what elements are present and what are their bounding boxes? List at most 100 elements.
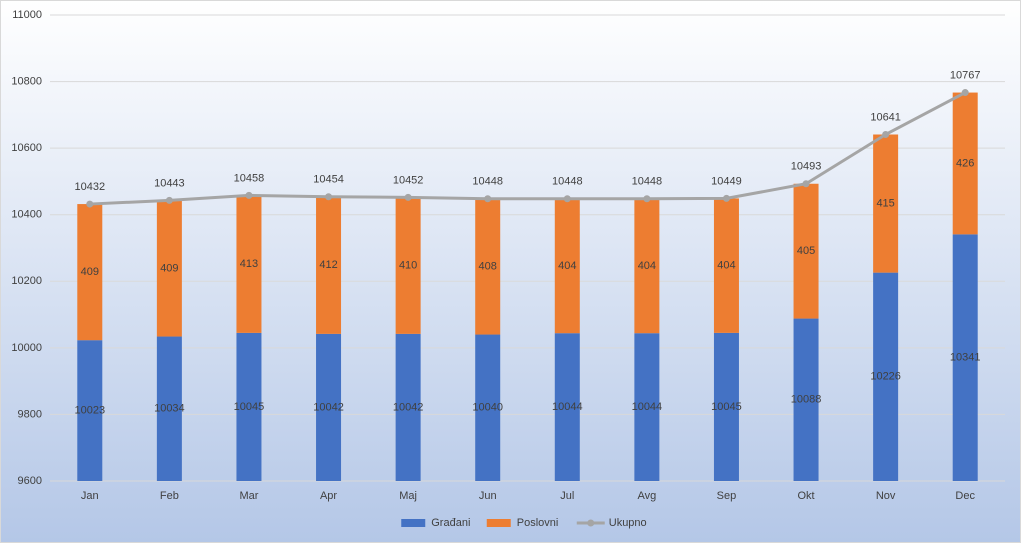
x-tick-label: Avg bbox=[637, 490, 656, 502]
data-label: 426 bbox=[956, 157, 974, 169]
line-marker bbox=[643, 195, 651, 203]
bar-segment bbox=[316, 196, 342, 334]
data-label: 409 bbox=[160, 262, 178, 274]
line-marker bbox=[165, 196, 173, 204]
data-label: 10448 bbox=[632, 176, 663, 188]
data-label: 10641 bbox=[870, 111, 901, 123]
bar-segment bbox=[395, 197, 421, 334]
bar-segment bbox=[713, 198, 739, 333]
data-label: 10226 bbox=[870, 371, 901, 383]
line-marker bbox=[86, 200, 94, 208]
data-label: 408 bbox=[479, 261, 497, 273]
legend-label: Građani bbox=[431, 517, 470, 529]
bar-segment bbox=[156, 336, 182, 481]
line-marker bbox=[882, 130, 890, 138]
y-tick-label: 9800 bbox=[18, 408, 42, 420]
data-label: 10449 bbox=[711, 175, 742, 187]
x-tick-label: Apr bbox=[320, 490, 337, 502]
legend-swatch bbox=[486, 519, 511, 527]
legend-label: Poslovni bbox=[517, 517, 559, 529]
data-label: 10443 bbox=[154, 177, 185, 189]
data-label: 10034 bbox=[154, 403, 185, 415]
x-tick-label: Okt bbox=[797, 490, 814, 502]
bar-segment bbox=[634, 333, 660, 481]
line-marker bbox=[961, 89, 969, 97]
y-tick-label: 9600 bbox=[18, 475, 42, 487]
data-label: 10023 bbox=[74, 405, 105, 417]
data-label: 10458 bbox=[234, 172, 265, 184]
data-label: 10452 bbox=[393, 174, 424, 186]
data-label: 10088 bbox=[791, 394, 822, 406]
data-label: 10432 bbox=[74, 181, 105, 193]
data-label: 10341 bbox=[950, 352, 981, 364]
data-label: 410 bbox=[399, 260, 417, 272]
bar-segment bbox=[793, 318, 819, 481]
data-label: 10045 bbox=[711, 401, 742, 413]
x-tick-label: Jan bbox=[81, 490, 99, 502]
data-label: 404 bbox=[558, 260, 576, 272]
x-tick-label: Feb bbox=[160, 490, 179, 502]
bar-segment bbox=[77, 340, 103, 481]
bar-segment bbox=[873, 134, 899, 273]
bar-segment bbox=[952, 234, 978, 481]
x-tick-label: Jul bbox=[560, 490, 574, 502]
data-label: 412 bbox=[319, 259, 337, 271]
bar-segment bbox=[873, 272, 899, 481]
line-marker bbox=[722, 194, 730, 202]
data-label: 10448 bbox=[552, 176, 583, 188]
line-marker bbox=[325, 193, 333, 201]
line-marker bbox=[484, 195, 492, 203]
bar-segment bbox=[634, 198, 660, 334]
x-tick-label: Maj bbox=[399, 490, 417, 502]
bar-segment bbox=[156, 200, 182, 337]
data-label: 10493 bbox=[791, 161, 822, 173]
bar-segment bbox=[475, 198, 501, 335]
line bbox=[89, 91, 966, 206]
data-label: 409 bbox=[81, 266, 99, 278]
legend-label: Ukupno bbox=[609, 517, 647, 529]
data-label: 413 bbox=[240, 258, 258, 270]
y-tick-label: 11000 bbox=[12, 9, 42, 21]
bar-segment bbox=[554, 333, 580, 481]
data-label: 10040 bbox=[472, 402, 503, 414]
data-label: 10044 bbox=[552, 401, 583, 413]
y-tick-label: 10800 bbox=[11, 75, 42, 87]
bar-segment bbox=[713, 332, 739, 481]
line-marker bbox=[802, 180, 810, 188]
data-label: 10042 bbox=[313, 401, 344, 413]
data-label: 404 bbox=[638, 260, 656, 272]
bar-segment bbox=[236, 195, 262, 333]
bar-segment bbox=[395, 333, 421, 481]
legend-swatch bbox=[587, 519, 595, 527]
data-label: 10045 bbox=[234, 401, 265, 413]
y-tick-label: 10200 bbox=[11, 275, 42, 287]
data-label: 10454 bbox=[313, 174, 344, 186]
x-tick-label: Sep bbox=[717, 490, 737, 502]
bar-segment bbox=[793, 183, 819, 319]
y-tick-label: 10400 bbox=[11, 209, 42, 221]
x-tick-label: Dec bbox=[955, 490, 975, 502]
line-marker bbox=[404, 193, 412, 201]
data-label: 10448 bbox=[472, 176, 503, 188]
x-tick-label: Nov bbox=[876, 490, 896, 502]
x-tick-label: Jun bbox=[479, 490, 497, 502]
line-marker bbox=[245, 191, 253, 199]
data-label: 415 bbox=[876, 197, 894, 209]
x-tick-label: Mar bbox=[239, 490, 258, 502]
data-label: 10044 bbox=[632, 401, 663, 413]
bar-segment bbox=[316, 333, 342, 481]
bar-segment bbox=[77, 204, 103, 341]
data-label: 10042 bbox=[393, 401, 424, 413]
legend-swatch bbox=[401, 519, 426, 527]
line-marker bbox=[563, 195, 571, 203]
bar-segment bbox=[475, 334, 501, 481]
bar-segment bbox=[236, 332, 262, 481]
y-tick-label: 10600 bbox=[11, 142, 42, 154]
bar-segment bbox=[554, 198, 580, 334]
bar-segment bbox=[952, 92, 978, 235]
data-label: 404 bbox=[717, 260, 735, 272]
data-label: 10767 bbox=[950, 69, 981, 81]
y-tick-label: 10000 bbox=[11, 342, 42, 354]
data-label: 405 bbox=[797, 245, 815, 257]
